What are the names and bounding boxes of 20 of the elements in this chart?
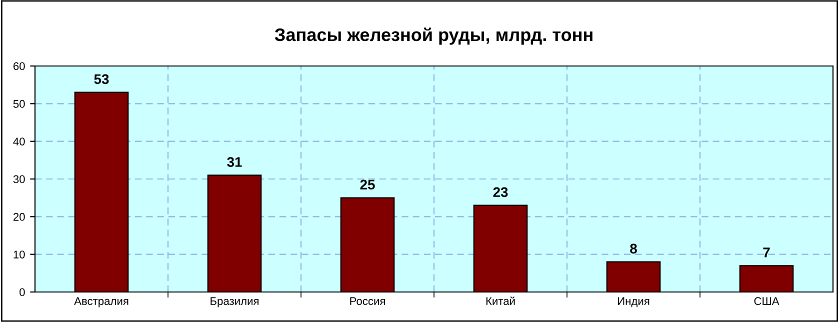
data-label: 7 [763, 248, 770, 258]
data-label: 31 [227, 157, 242, 167]
data-label: 23 [493, 187, 508, 198]
x-tick-label: Индия [618, 297, 650, 308]
x-tick-label: Китай [486, 296, 515, 306]
chart-title: Запасы железной руды, млрд. тонн [274, 28, 592, 45]
y-tick-label: 0 [20, 288, 25, 296]
x-tick-label: Австралия [74, 297, 128, 308]
x-tick-label: США [754, 297, 780, 306]
x-tick-label: Россия [350, 297, 385, 306]
y-tick-label: 50 [13, 100, 25, 108]
data-label: 53 [94, 74, 109, 84]
data-label: 8 [630, 244, 637, 254]
y-tick-label: 60 [13, 62, 25, 70]
data-label: 25 [360, 180, 375, 190]
x-tick-label: Бразилия [210, 297, 258, 308]
y-tick-label: 40 [13, 138, 25, 146]
y-tick-label: 20 [13, 212, 25, 221]
y-tick-label: 10 [14, 250, 25, 258]
y-tick-label: 30 [13, 175, 25, 184]
